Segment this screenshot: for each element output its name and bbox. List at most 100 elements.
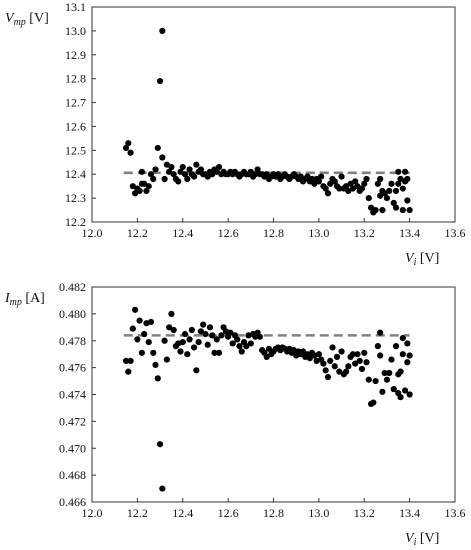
x-axis-title-vi: Vi [V]	[405, 251, 439, 268]
data-point	[338, 173, 345, 180]
x-tick-label: 13.0	[308, 506, 329, 520]
x-axis-title-var: V	[405, 531, 415, 546]
data-point	[374, 180, 381, 187]
data-point	[168, 163, 175, 171]
data-point	[392, 204, 400, 211]
data-point	[154, 144, 161, 152]
data-point	[354, 183, 361, 190]
y-tick-label: 0.482	[59, 280, 86, 294]
data-point	[229, 340, 236, 347]
y-axis-title-unit: [A]	[22, 291, 45, 306]
x-axis-title-var: V	[405, 251, 415, 266]
data-point	[134, 336, 141, 343]
x-tick-label: 13.6	[445, 506, 466, 520]
data-point	[218, 332, 225, 339]
x-tick-label: 13.0	[308, 226, 329, 240]
y-axis-title-sub: mp	[10, 297, 22, 308]
x-tick-label: 12.4	[172, 226, 193, 240]
data-point	[331, 178, 338, 185]
y-axis-title-var: V	[5, 11, 15, 26]
chart-vmp: Vmp [V] Vi [V] 12.0 12.2 12.4 12.6 12.8 13.0 1…	[5, 0, 466, 268]
data-point	[190, 344, 198, 351]
y-tick-label: 13.1	[65, 0, 86, 14]
data-point	[145, 183, 152, 190]
data-point	[238, 348, 245, 355]
data-point	[358, 185, 366, 192]
y-tick-label: 0.474	[59, 388, 86, 402]
data-point	[184, 175, 191, 183]
data-point	[213, 168, 220, 175]
data-point	[388, 356, 395, 363]
data-point	[401, 387, 409, 394]
data-point	[333, 353, 341, 360]
data-point	[404, 340, 411, 347]
data-point	[390, 199, 397, 206]
data-point	[370, 399, 377, 406]
data-point	[361, 180, 368, 187]
data-point	[345, 363, 352, 370]
data-point	[315, 178, 322, 185]
data-point	[206, 324, 214, 331]
data-point	[349, 351, 357, 358]
data-point	[161, 337, 168, 344]
data-point	[392, 187, 400, 195]
data-point	[129, 325, 136, 332]
data-point	[163, 356, 170, 363]
data-point	[397, 368, 404, 375]
x-tick-label: 12.4	[172, 506, 193, 520]
data-point	[138, 349, 146, 356]
data-point	[254, 166, 261, 173]
data-point	[136, 187, 143, 195]
y-tick-label: 0.478	[59, 334, 86, 348]
y-tick-label: 0.476	[59, 361, 86, 375]
chart-imp: Imp [A] Vi [V] 12.0 12.2 12.4 12.6 12.8 13.0 1…	[4, 280, 466, 548]
data-point	[327, 357, 334, 365]
data-point	[377, 352, 384, 359]
x-axis-title-sub: i	[414, 257, 417, 268]
data-point	[136, 317, 143, 324]
data-point	[150, 349, 157, 356]
data-point	[372, 377, 379, 385]
data-point	[161, 175, 168, 183]
y-tick-label: 0.468	[59, 468, 86, 482]
data-point	[322, 367, 329, 374]
data-point	[227, 329, 234, 336]
data-point	[327, 180, 334, 187]
data-point	[324, 190, 332, 197]
data-point	[209, 171, 216, 178]
data-point	[197, 166, 204, 173]
data-point	[141, 180, 148, 187]
data-point	[127, 149, 134, 156]
data-point	[179, 338, 186, 346]
data-point	[343, 368, 350, 375]
data-point	[125, 368, 132, 375]
data-point	[386, 369, 393, 377]
data-point	[345, 187, 352, 195]
data-point	[363, 175, 370, 183]
y-tick-label: 0.472	[59, 414, 86, 428]
y-tick-label: 12.9	[65, 48, 86, 62]
data-point	[247, 168, 254, 175]
data-point	[265, 345, 273, 352]
data-point	[159, 154, 166, 161]
data-point	[308, 175, 316, 183]
data-point	[166, 168, 173, 175]
data-point	[343, 183, 350, 190]
data-point	[215, 163, 223, 171]
data-point	[156, 441, 164, 448]
data-point	[354, 351, 361, 358]
data-point	[263, 171, 270, 178]
y-axis-title-unit: [V]	[26, 11, 49, 26]
data-point	[318, 173, 325, 180]
x-tick-label: 13.2	[354, 226, 375, 240]
data-point	[388, 180, 395, 187]
data-point	[320, 360, 327, 367]
x-axis-title-unit: [V]	[416, 251, 439, 266]
data-point	[379, 388, 386, 395]
y-tick-label: 12.4	[65, 167, 86, 181]
y-axis-title-imp: Imp [A]	[4, 291, 45, 308]
y-axis-title-var: I	[4, 291, 11, 306]
data-point	[306, 355, 313, 362]
data-point	[170, 171, 177, 178]
